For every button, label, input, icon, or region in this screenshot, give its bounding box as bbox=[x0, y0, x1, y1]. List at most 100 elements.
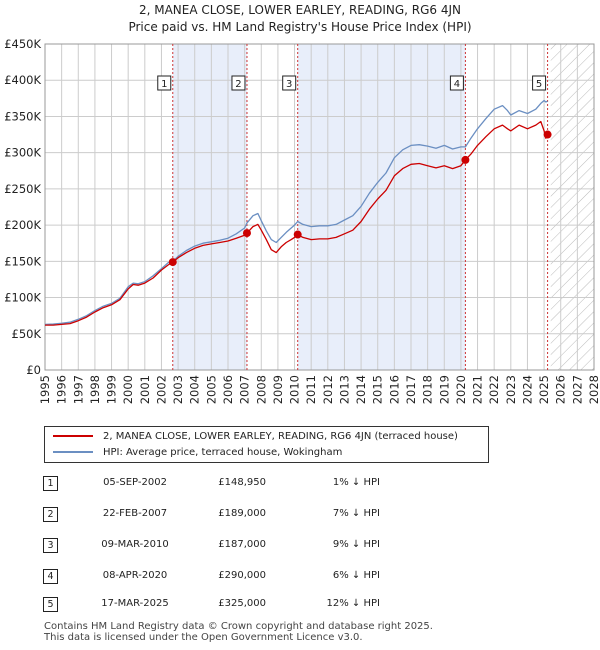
legend-swatch-hpi bbox=[53, 451, 93, 453]
x-tick-label: 1999 bbox=[105, 375, 119, 404]
transaction-5-point bbox=[543, 130, 552, 139]
legend-swatch-property bbox=[53, 435, 93, 437]
transaction-hpi-diff: 7% ↓ HPI bbox=[332, 508, 380, 519]
x-tick-label: 2016 bbox=[387, 375, 401, 404]
table-row: 3 09-MAR-2010 £187,000 9% ↓ HPI bbox=[0, 536, 600, 554]
x-tick-label: 2019 bbox=[437, 375, 451, 404]
legend-label-hpi: HPI: Average price, terraced house, Woki… bbox=[103, 447, 343, 458]
x-tick-label: 1996 bbox=[55, 375, 69, 404]
transaction-price: £290,000 bbox=[218, 570, 266, 581]
transaction-number: 3 bbox=[43, 538, 58, 553]
legend-item-property: 2, MANEA CLOSE, LOWER EARLEY, READING, R… bbox=[53, 429, 458, 445]
transaction-4-label: 4 bbox=[454, 79, 460, 90]
transaction-hpi-diff: 1% ↓ HPI bbox=[332, 477, 380, 488]
transaction-number: 2 bbox=[43, 507, 58, 522]
transaction-4-label-box bbox=[449, 75, 464, 91]
x-tick-label: 2011 bbox=[304, 375, 318, 404]
x-tick-label: 2009 bbox=[271, 375, 285, 404]
x-tick-label: 2001 bbox=[138, 375, 152, 404]
x-tick-label: 2023 bbox=[504, 375, 518, 404]
y-tick-label: £100K bbox=[4, 291, 41, 305]
transaction-date: 09-MAR-2010 bbox=[101, 539, 169, 550]
legend-label-property: 2, MANEA CLOSE, LOWER EARLEY, READING, R… bbox=[103, 431, 458, 442]
transaction-1-point bbox=[168, 258, 177, 267]
transaction-hpi-diff: 9% ↓ HPI bbox=[332, 539, 380, 550]
y-tick-label: £150K bbox=[4, 254, 41, 268]
transaction-price: £325,000 bbox=[218, 598, 266, 609]
transaction-3-point bbox=[293, 230, 302, 239]
x-tick-label: 2025 bbox=[537, 375, 551, 404]
transaction-date: 05-SEP-2002 bbox=[103, 477, 167, 488]
table-row: 2 22-FEB-2007 £189,000 7% ↓ HPI bbox=[0, 505, 600, 523]
transaction-1-label: 1 bbox=[161, 79, 167, 90]
x-tick-label: 2024 bbox=[520, 375, 534, 404]
y-tick-label: £50K bbox=[12, 327, 42, 341]
x-tick-label: 1995 bbox=[38, 375, 52, 404]
x-tick-label: 2010 bbox=[288, 375, 302, 404]
x-tick-label: 2021 bbox=[471, 375, 485, 404]
transaction-hpi-diff: 6% ↓ HPI bbox=[332, 570, 380, 581]
x-tick-label: 1997 bbox=[71, 375, 85, 404]
x-tick-label: 2000 bbox=[121, 375, 135, 404]
transaction-5-label-box bbox=[532, 75, 547, 91]
y-tick-label: £400K bbox=[4, 73, 41, 87]
transaction-2-point bbox=[242, 229, 251, 238]
chart-legend: 2, MANEA CLOSE, LOWER EARLEY, READING, R… bbox=[44, 426, 489, 463]
transaction-price: £189,000 bbox=[218, 508, 266, 519]
legend-item-hpi: HPI: Average price, terraced house, Woki… bbox=[53, 445, 342, 461]
transaction-4-point bbox=[461, 155, 470, 164]
table-row: 5 17-MAR-2025 £325,000 12% ↓ HPI bbox=[0, 595, 600, 613]
transaction-2-label: 2 bbox=[235, 79, 241, 90]
transaction-date: 08-APR-2020 bbox=[102, 570, 168, 581]
price-paid-line bbox=[45, 120, 549, 326]
x-tick-label: 2005 bbox=[204, 375, 218, 404]
x-tick-label: 2028 bbox=[587, 375, 600, 404]
x-tick-label: 2007 bbox=[238, 375, 252, 404]
chart-title: 2, MANEA CLOSE, LOWER EARLEY, READING, R… bbox=[138, 3, 462, 17]
chart-subtitle: Price paid vs. HM Land Registry's House … bbox=[128, 20, 472, 34]
transaction-5-label: 5 bbox=[536, 79, 542, 90]
transaction-number: 5 bbox=[43, 597, 58, 612]
x-tick-label: 2013 bbox=[337, 375, 351, 404]
transaction-date: 22-FEB-2007 bbox=[102, 508, 168, 519]
y-tick-label: £300K bbox=[4, 146, 41, 160]
price-chart: £0 £50K £100K £150K £200K £250K £300K £350K £400… bbox=[4, 37, 600, 404]
y-tick-label: £200K bbox=[4, 218, 41, 232]
x-tick-label: 2027 bbox=[570, 375, 584, 404]
x-tick-label: 2002 bbox=[154, 375, 168, 404]
x-tick-label: 1998 bbox=[88, 375, 102, 404]
transaction-1-label-box bbox=[157, 75, 172, 91]
hpi-line bbox=[44, 99, 548, 326]
y-tick-label: £350K bbox=[4, 109, 41, 123]
x-tick-label: 2014 bbox=[354, 375, 368, 404]
y-tick-label: £450K bbox=[4, 37, 41, 51]
x-tick-label: 2003 bbox=[171, 375, 185, 404]
future-hatch-region bbox=[550, 44, 594, 370]
y-tick-label: £250K bbox=[4, 182, 41, 196]
footer-copyright: Contains HM Land Registry data © Crown c… bbox=[44, 621, 433, 632]
x-tick-label: 2022 bbox=[487, 375, 501, 404]
x-tick-label: 2012 bbox=[321, 375, 335, 404]
x-tick-label: 2006 bbox=[221, 375, 235, 404]
transaction-date: 17-MAR-2025 bbox=[101, 598, 169, 609]
plot-frame bbox=[44, 43, 595, 371]
table-row: 4 08-APR-2020 £290,000 6% ↓ HPI bbox=[0, 567, 600, 585]
transaction-hpi-diff: 12% ↓ HPI bbox=[326, 598, 380, 609]
x-tick-label: 2004 bbox=[188, 375, 202, 404]
transaction-price: £148,950 bbox=[218, 477, 266, 488]
x-tick-label: 2020 bbox=[454, 375, 468, 404]
x-tick-label: 2015 bbox=[371, 375, 385, 404]
x-tick-label: 2017 bbox=[404, 375, 418, 404]
table-row: 1 05-SEP-2002 £148,950 1% ↓ HPI bbox=[0, 474, 600, 492]
footer-license: This data is licensed under the Open Gov… bbox=[44, 632, 363, 643]
transaction-3-label: 3 bbox=[286, 79, 292, 90]
transaction-number: 4 bbox=[43, 569, 58, 584]
y-tick-label: £0 bbox=[26, 363, 41, 377]
transaction-3-label-box bbox=[282, 75, 297, 91]
shaded-period-2 bbox=[297, 44, 466, 370]
transaction-2-label-box bbox=[231, 75, 246, 91]
x-tick-label: 2026 bbox=[554, 375, 568, 404]
shaded-period-1 bbox=[172, 44, 247, 370]
transaction-number: 1 bbox=[43, 476, 58, 491]
x-tick-label: 2008 bbox=[254, 375, 268, 404]
